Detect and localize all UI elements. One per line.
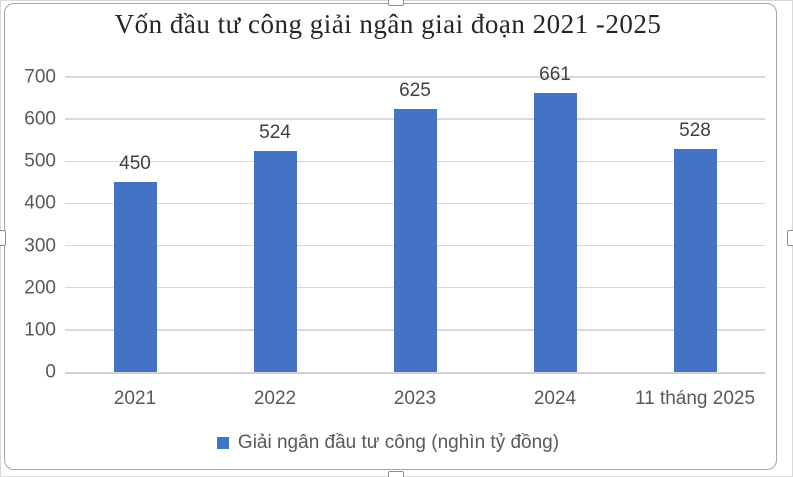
x-axis-line — [65, 371, 765, 374]
data-label-2021: 450 — [119, 153, 151, 175]
bar-2021[interactable] — [113, 182, 157, 372]
chart-legend[interactable]: Giải ngân đầu tư công (nghìn tỷ đồng) — [0, 432, 776, 454]
y-axis-tick-label: 100 — [24, 319, 56, 341]
chart-title[interactable]: Vốn đầu tư công giải ngân giai đoạn 2021… — [114, 9, 662, 39]
y-axis-tick-label: 300 — [24, 235, 56, 257]
bar-2022[interactable] — [253, 151, 297, 372]
x-axis-label-2022: 2022 — [253, 388, 297, 409]
bar-2023[interactable] — [393, 108, 437, 372]
y-axis-tick-label: 0 — [45, 361, 56, 383]
selection-handle-right[interactable] — [787, 230, 793, 246]
data-label-2022: 524 — [259, 122, 291, 144]
x-axis-label-2024: 2024 — [533, 388, 577, 409]
y-axis-tick-label: 200 — [24, 277, 56, 299]
bar-2024[interactable] — [533, 93, 577, 372]
bar-11-thang-2025[interactable] — [673, 149, 717, 372]
data-label-2023: 625 — [399, 79, 431, 101]
data-label-11-thang-2025: 528 — [679, 120, 711, 142]
y-axis-tick-label: 700 — [24, 66, 56, 88]
x-axis-label-11-thang-2025: 11 tháng 2025 — [634, 388, 756, 409]
legend-marker-icon — [216, 437, 229, 449]
y-axis-tick-label: 400 — [24, 192, 56, 214]
x-axis-label-2021: 2021 — [113, 388, 157, 409]
y-axis-tick-label: 500 — [24, 150, 56, 172]
selection-handle-left[interactable] — [0, 230, 6, 246]
gridline — [65, 76, 765, 78]
selection-handle-top[interactable] — [388, 0, 404, 6]
x-axis-label-2023: 2023 — [393, 388, 437, 409]
selection-handle-bottom[interactable] — [388, 471, 404, 477]
data-label-2024: 661 — [539, 64, 571, 86]
y-axis-tick-label: 600 — [24, 108, 56, 130]
legend-series-label: Giải ngân đầu tư công (nghìn tỷ đồng) — [237, 432, 560, 453]
